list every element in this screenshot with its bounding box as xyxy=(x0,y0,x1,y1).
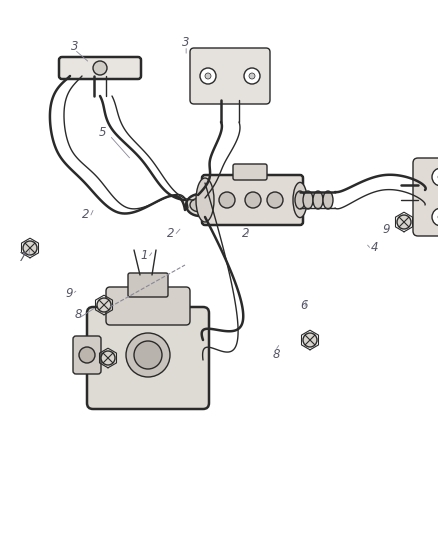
Ellipse shape xyxy=(303,191,313,209)
Circle shape xyxy=(93,61,107,75)
Text: 2: 2 xyxy=(241,227,249,240)
Ellipse shape xyxy=(323,191,333,209)
FancyBboxPatch shape xyxy=(190,48,270,104)
Circle shape xyxy=(23,241,37,255)
Circle shape xyxy=(303,333,317,347)
Circle shape xyxy=(245,192,261,208)
Ellipse shape xyxy=(196,178,214,222)
Text: 9: 9 xyxy=(65,287,73,300)
FancyBboxPatch shape xyxy=(106,287,190,325)
Circle shape xyxy=(244,68,260,84)
Circle shape xyxy=(200,68,216,84)
Text: 8: 8 xyxy=(74,308,82,321)
Text: 2: 2 xyxy=(167,227,175,240)
Text: 8: 8 xyxy=(272,348,280,361)
Ellipse shape xyxy=(295,191,305,209)
Circle shape xyxy=(432,208,438,226)
Ellipse shape xyxy=(186,194,214,216)
Text: 2: 2 xyxy=(81,208,89,221)
Text: 9: 9 xyxy=(382,223,390,236)
Circle shape xyxy=(97,298,111,312)
Text: 6: 6 xyxy=(300,300,308,312)
Text: 7: 7 xyxy=(19,251,27,264)
Circle shape xyxy=(134,341,162,369)
Circle shape xyxy=(205,73,211,79)
Circle shape xyxy=(219,192,235,208)
FancyBboxPatch shape xyxy=(413,158,438,236)
Ellipse shape xyxy=(313,191,323,209)
Text: 3: 3 xyxy=(182,36,190,49)
Ellipse shape xyxy=(293,182,307,217)
Ellipse shape xyxy=(190,198,210,212)
Circle shape xyxy=(249,73,255,79)
Circle shape xyxy=(79,347,95,363)
FancyBboxPatch shape xyxy=(87,307,209,409)
Text: 5: 5 xyxy=(99,126,107,139)
FancyBboxPatch shape xyxy=(233,164,267,180)
Text: 3: 3 xyxy=(71,40,78,53)
FancyBboxPatch shape xyxy=(73,336,101,374)
FancyBboxPatch shape xyxy=(59,57,141,79)
FancyBboxPatch shape xyxy=(128,273,168,297)
Circle shape xyxy=(432,168,438,186)
Circle shape xyxy=(101,351,115,365)
Text: 1: 1 xyxy=(141,249,148,262)
Circle shape xyxy=(397,215,411,229)
Circle shape xyxy=(267,192,283,208)
FancyBboxPatch shape xyxy=(202,175,303,225)
Circle shape xyxy=(126,333,170,377)
Text: 4: 4 xyxy=(371,241,378,254)
